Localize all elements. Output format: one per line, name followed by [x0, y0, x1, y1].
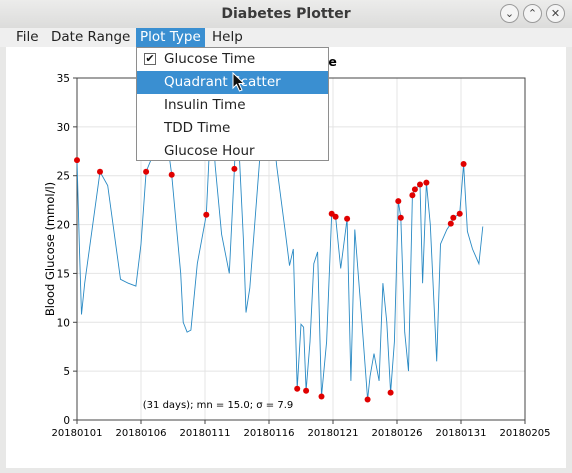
menu-date-range[interactable]: Date Range: [51, 29, 131, 45]
glucose-point: [397, 214, 404, 221]
glucose-point: [450, 214, 457, 221]
glucose-point: [318, 393, 325, 400]
glucose-point: [411, 186, 418, 193]
y-ticks: 0 5 10 15 20 25 30 35: [57, 73, 77, 427]
y-tick-label: 25: [57, 171, 70, 183]
glucose-points: [74, 157, 467, 403]
menu-help[interactable]: Help: [212, 29, 243, 45]
menu-bar: File Date Range Plot Type Help: [0, 28, 572, 47]
y-axis-label: Blood Glucose (mmol/l): [43, 182, 57, 316]
check-icon: ✔: [144, 52, 156, 65]
x-tick-label: 20180205: [500, 428, 551, 439]
x-tick-label: 20180121: [308, 428, 359, 439]
stats-annotation: (31 days); mn = 15.0; σ = 7.9: [143, 400, 293, 411]
glucose-point: [387, 389, 394, 396]
minimize-icon[interactable]: ⌄: [500, 4, 519, 23]
title-bar: Diabetes Plotter ⌄ ⌃ ✕: [0, 0, 572, 29]
y-tick-label: 15: [57, 268, 70, 280]
glucose-point: [168, 171, 175, 178]
x-tick-label: 20180101: [52, 428, 103, 439]
glucose-point: [294, 385, 301, 392]
glucose-point: [364, 396, 371, 403]
y-tick-label: 35: [57, 73, 70, 85]
glucose-point: [332, 213, 339, 220]
glucose-series-line: [76, 87, 484, 400]
glucose-point: [423, 179, 430, 186]
x-tick-label: 20180106: [116, 428, 167, 439]
y-tick-label: 30: [57, 122, 70, 134]
x-tick-label: 20180111: [180, 428, 231, 439]
glucose-point: [231, 165, 238, 172]
menu-item-glucose-hour[interactable]: Glucose Hour: [137, 140, 328, 163]
glucose-point: [447, 220, 454, 227]
glucose-point: [460, 161, 467, 167]
glucose-point: [74, 157, 80, 164]
y-tick-label: 20: [57, 220, 70, 232]
menu-item-tdd-time[interactable]: TDD Time: [137, 117, 328, 140]
x-tick-label: 20180126: [372, 428, 423, 439]
close-icon[interactable]: ✕: [546, 4, 565, 23]
menu-plot-type[interactable]: Plot Type: [136, 28, 205, 47]
menu-file[interactable]: File: [16, 29, 39, 45]
maximize-icon[interactable]: ⌃: [523, 4, 542, 23]
x-ticks: 20180101 20180106 20180111 20180116 20180121…: [52, 420, 551, 439]
x-tick-label: 20180116: [244, 428, 295, 439]
window-title: Diabetes Plotter: [221, 6, 351, 22]
menu-item-label: Glucose Time: [164, 51, 256, 67]
menu-item-label: TDD Time: [164, 120, 231, 136]
glucose-point: [456, 210, 463, 217]
menu-item-label: Insulin Time: [164, 97, 246, 113]
mouse-cursor-icon: [232, 72, 246, 92]
glucose-point: [344, 215, 351, 222]
glucose-point: [303, 387, 310, 394]
glucose-point: [417, 181, 423, 188]
y-tick-label: 0: [63, 415, 70, 427]
glucose-point: [395, 198, 402, 205]
glucose-point: [203, 211, 210, 218]
glucose-point: [409, 192, 416, 199]
y-tick-label: 5: [63, 366, 70, 378]
glucose-point: [97, 168, 103, 175]
x-tick-label: 20180131: [436, 428, 487, 439]
y-tick-label: 10: [57, 317, 70, 329]
glucose-point: [143, 168, 150, 175]
menu-item-label: Glucose Hour: [164, 143, 255, 159]
menu-item-insulin-time[interactable]: Insulin Time: [137, 94, 328, 117]
plot-type-dropdown: ✔ Glucose Time Quadrant Scatter Insulin …: [136, 47, 329, 161]
menu-item-label: Quadrant Scatter: [164, 74, 281, 90]
menu-item-glucose-time[interactable]: ✔ Glucose Time: [137, 48, 328, 71]
